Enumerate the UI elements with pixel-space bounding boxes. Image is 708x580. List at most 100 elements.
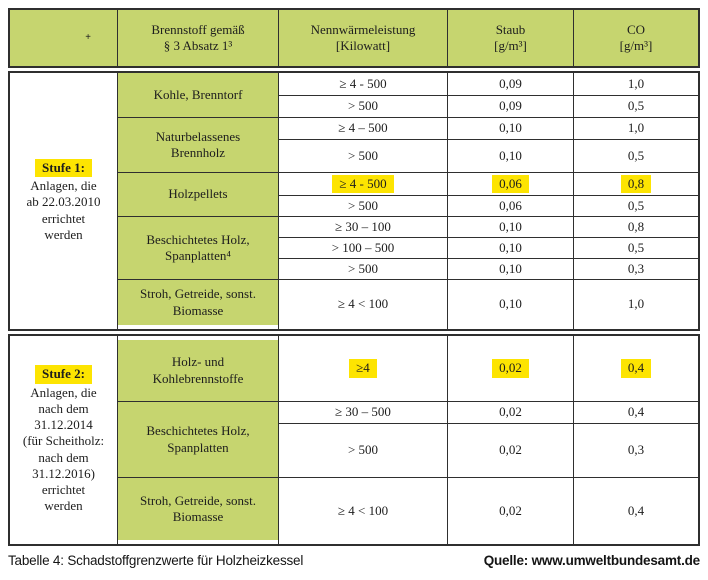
header-cell-power: Nennwärmeleistung [Kilowatt] (279, 10, 448, 66)
power-cell: ≥ 4 < 100 (279, 478, 448, 544)
co-value-highlighted: 0,4 (620, 359, 652, 378)
co-value-highlighted: 0,8 (620, 174, 652, 194)
dust-cell: 0,10 (448, 118, 574, 140)
dust-value: 0,02 (499, 404, 522, 420)
co-value: 0,3 (627, 442, 645, 458)
co-cell: 0,8 (574, 217, 698, 238)
power-cell: > 500 (279, 259, 448, 280)
header-cell-co: CO [g/m³] (574, 10, 698, 66)
dust-value: 0,09 (499, 98, 522, 114)
co-cell-highlighted: 0,8 (574, 173, 698, 196)
dust-cell: 0,10 (448, 238, 574, 259)
pollutant-limits-table: + Brennstoff gemäß § 3 Absatz 1³ Nennwär… (8, 8, 700, 546)
dust-cell: 0,10 (448, 259, 574, 280)
power-cell: ≥ 4 – 500 (279, 118, 448, 140)
dust-cell: 0,02 (448, 402, 574, 424)
fuel-cell-beschichtetes-holz-2: Beschichtetes Holz, Spanplatten (118, 402, 279, 478)
co-value: 0,5 (627, 147, 645, 163)
dust-cell: 0,10 (448, 217, 574, 238)
power-value: ≥ 4 < 100 (337, 502, 389, 518)
header-cell-dust: Staub [g/m³] (448, 10, 574, 66)
power-value-highlighted: ≥4 (349, 359, 377, 378)
power-cell: > 500 (279, 140, 448, 173)
fuel-label: Holzpellets (168, 186, 228, 202)
fuel-label: Holz- und Kohlebrennstoffe (152, 354, 244, 386)
header-dust-label: Staub [g/m³] (494, 21, 527, 53)
dust-cell: 0,09 (448, 96, 574, 118)
co-value: 1,0 (627, 296, 645, 312)
header-co-label: CO [g/m³] (619, 21, 653, 53)
co-cell: 0,5 (574, 140, 698, 173)
co-value: 0,5 (627, 98, 645, 114)
co-value: 1,0 (627, 75, 645, 91)
stage2-label: Stufe 2: (35, 365, 92, 384)
table-caption: Tabelle 4: Schadstoffgrenzwerte für Holz… (8, 553, 304, 568)
co-value: 0,3 (627, 260, 645, 276)
power-value: ≥ 30 – 500 (335, 404, 391, 420)
co-value: 0,4 (627, 404, 645, 420)
dust-cell: 0,10 (448, 140, 574, 173)
co-cell: 0,3 (574, 424, 698, 478)
dust-value: 0,10 (499, 120, 522, 136)
fuel-label: Beschichtetes Holz, Spanplatten⁴ (146, 231, 250, 263)
stage2-block: Stufe 2: Anlagen, die nach dem 31.12.201… (8, 334, 700, 546)
page: + Brennstoff gemäß § 3 Absatz 1³ Nennwär… (8, 8, 700, 568)
stage1-block: Stufe 1: Anlagen, die ab 22.03.2010 erri… (8, 71, 700, 331)
stage2-sublabel: Anlagen, die nach dem 31.12.2014 (für Sc… (22, 384, 105, 514)
power-cell: > 100 – 500 (279, 238, 448, 259)
dust-value-highlighted: 0,06 (492, 174, 529, 194)
fuel-cell-holz-kohlebrennstoffe: Holz- und Kohlebrennstoffe (118, 336, 279, 402)
co-cell: 0,5 (574, 196, 698, 217)
dust-value: 0,10 (499, 296, 522, 312)
dust-cell-highlighted: 0,06 (448, 173, 574, 196)
stage1-label: Stufe 1: (35, 158, 92, 178)
stage2-label-cell: Stufe 2: Anlagen, die nach dem 31.12.201… (10, 336, 118, 544)
dust-value-highlighted: 0,02 (492, 359, 529, 378)
fuel-label: Stroh, Getreide, sonst. Biomasse (140, 286, 256, 318)
power-value: > 500 (347, 147, 379, 163)
power-value: ≥ 4 < 100 (337, 296, 389, 312)
dust-cell: 0,09 (448, 73, 574, 96)
power-value: ≥ 30 – 100 (335, 218, 391, 234)
table-caption-row: Tabelle 4: Schadstoffgrenzwerte für Holz… (8, 553, 700, 568)
dust-cell: 0,02 (448, 424, 574, 478)
header-cell-fuel: Brennstoff gemäß § 3 Absatz 1³ (118, 10, 279, 66)
fuel-cell-naturbelassenes-brennholz: Naturbelassenes Brennholz (118, 118, 279, 173)
dust-value: 0,02 (499, 502, 522, 518)
stage1-label-cell: Stufe 1: Anlagen, die ab 22.03.2010 erri… (10, 73, 118, 329)
header-fuel-label: Brennstoff gemäß § 3 Absatz 1³ (151, 21, 245, 53)
power-cell-highlighted: ≥4 (279, 336, 448, 402)
source-link: Quelle: www.umweltbundesamt.de (483, 553, 700, 568)
dust-cell-highlighted: 0,02 (448, 336, 574, 402)
dust-value: 0,10 (499, 218, 522, 234)
power-cell: ≥ 30 – 100 (279, 217, 448, 238)
co-cell-highlighted: 0,4 (574, 336, 698, 402)
power-value: > 500 (347, 197, 379, 213)
power-value: > 100 – 500 (331, 239, 395, 255)
co-cell: 0,4 (574, 478, 698, 544)
co-cell: 1,0 (574, 280, 698, 329)
power-cell: ≥ 4 < 100 (279, 280, 448, 329)
fuel-label: Beschichtetes Holz, Spanplatten (146, 423, 250, 455)
co-value: 0,4 (627, 502, 645, 518)
dust-cell: 0,06 (448, 196, 574, 217)
dust-value: 0,02 (499, 442, 522, 458)
dust-cell: 0,02 (448, 478, 574, 544)
power-cell-highlighted: ≥ 4 - 500 (279, 173, 448, 196)
header-cell-corner: + (10, 10, 118, 66)
co-cell: 0,5 (574, 96, 698, 118)
dust-value: 0,10 (499, 147, 522, 163)
co-value: 1,0 (627, 120, 645, 136)
fuel-cell-stroh-getreide-2: Stroh, Getreide, sonst. Biomasse (118, 478, 279, 544)
co-cell: 0,5 (574, 238, 698, 259)
power-value: ≥ 4 - 500 (339, 75, 387, 91)
fuel-cell-stroh-getreide: Stroh, Getreide, sonst. Biomasse (118, 280, 279, 329)
corner-dot: + (85, 31, 91, 43)
co-value: 0,5 (627, 197, 645, 213)
power-cell: > 500 (279, 424, 448, 478)
power-value: > 500 (347, 260, 379, 276)
power-cell: > 500 (279, 196, 448, 217)
fuel-cell-kohle-brenntorf: Kohle, Brenntorf (118, 73, 279, 118)
dust-value: 0,10 (499, 260, 522, 276)
power-value-highlighted: ≥ 4 - 500 (332, 174, 394, 194)
